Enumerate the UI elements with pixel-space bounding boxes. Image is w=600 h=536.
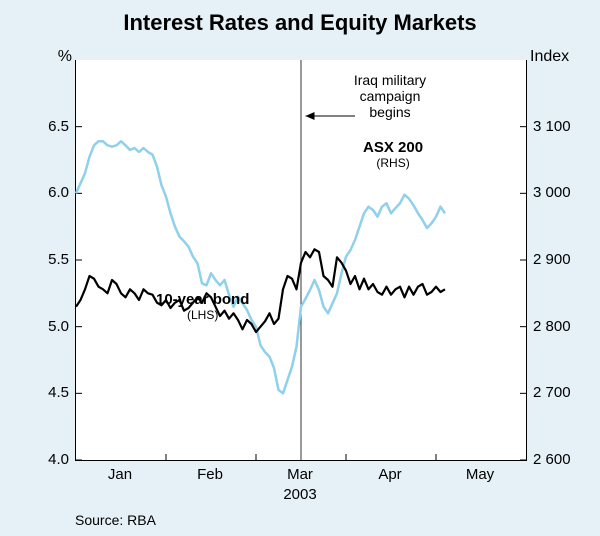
series-10-year-bond (76, 249, 445, 332)
y-right-title: Index (530, 48, 569, 66)
x-year-label: 2003 (283, 486, 316, 503)
y-left-tick-label: 6.5 (33, 118, 69, 135)
y-left-tick-label: 4.0 (33, 451, 69, 468)
x-tick-label: Apr (378, 466, 401, 483)
x-tick-label: Mar (287, 466, 313, 483)
chart-title: Interest Rates and Equity Markets (0, 10, 600, 36)
plot-area (75, 60, 527, 461)
y-right-tick-label: 2 800 (533, 318, 571, 335)
plot-svg (76, 60, 526, 460)
y-right-tick-label: 3 100 (533, 118, 571, 135)
annotation-arrow-head (306, 112, 315, 120)
x-tick-label: May (466, 466, 494, 483)
y-left-tick-label: 4.5 (33, 384, 69, 401)
source-text: Source: RBA (75, 512, 156, 528)
chart-container: Interest Rates and Equity Markets % Inde… (0, 0, 600, 536)
y-left-tick-label: 6.0 (33, 184, 69, 201)
series-label-asx-200: ASX 200(RHS) (363, 140, 423, 170)
y-right-tick-label: 3 000 (533, 184, 571, 201)
series-asx-200 (76, 141, 445, 393)
annotation-text: Iraq militarycampaignbegins (354, 72, 426, 120)
y-right-tick-label: 2 700 (533, 384, 571, 401)
y-right-tick-label: 2 600 (533, 451, 571, 468)
y-left-tick-label: 5.5 (33, 251, 69, 268)
x-tick-label: Feb (197, 466, 223, 483)
y-left-title: % (48, 48, 72, 66)
series-label-10-year-bond: 10-year bond(LHS) (156, 292, 249, 322)
x-tick-label: Jan (108, 466, 132, 483)
y-left-tick-label: 5.0 (33, 318, 69, 335)
y-right-tick-label: 2 900 (533, 251, 571, 268)
